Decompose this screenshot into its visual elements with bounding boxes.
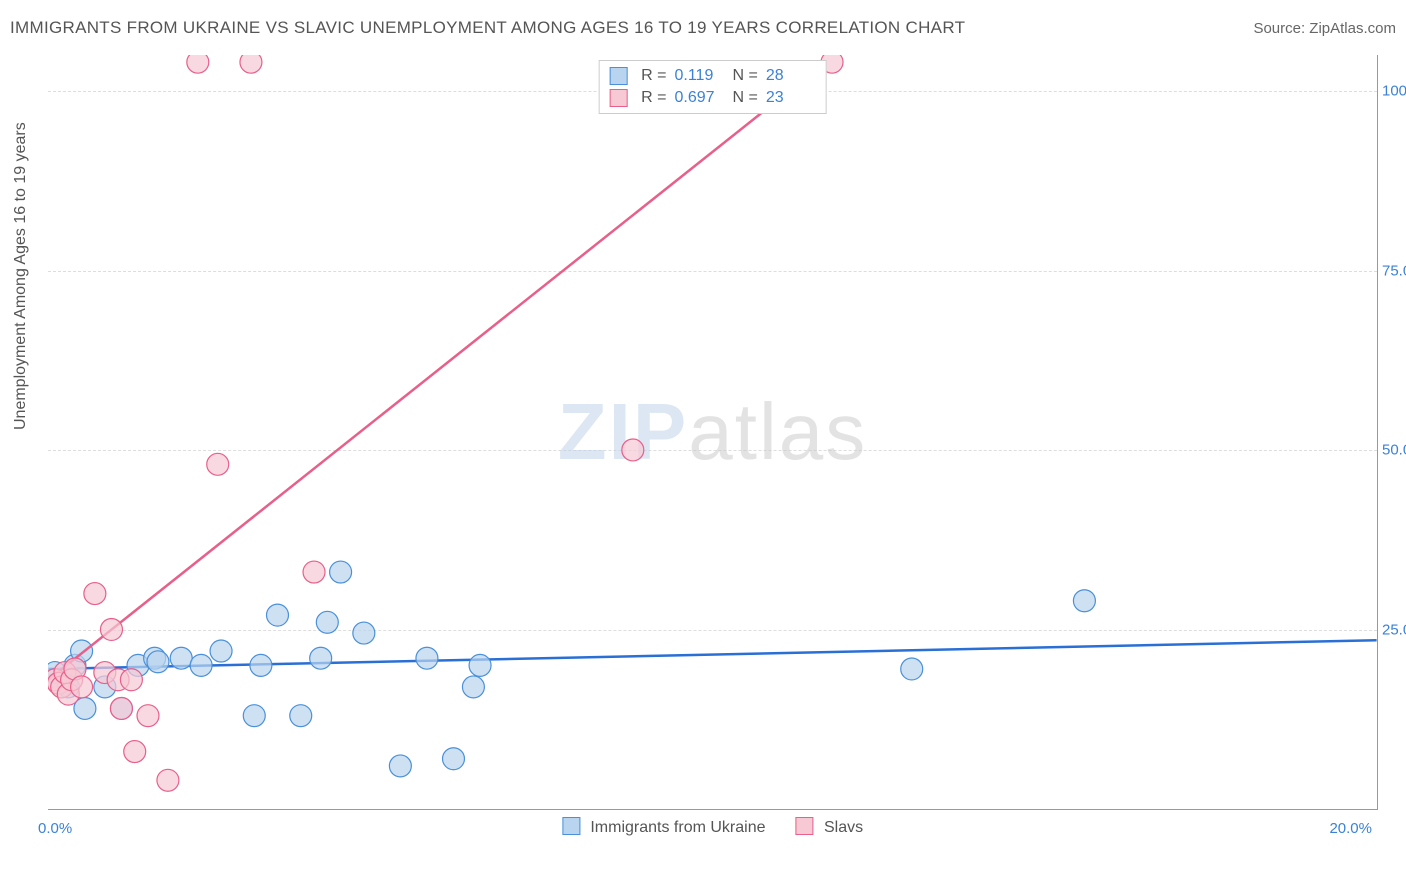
data-point — [290, 705, 312, 727]
data-point — [84, 583, 106, 605]
data-point — [190, 654, 212, 676]
data-point — [443, 748, 465, 770]
data-point — [170, 647, 192, 669]
y-tick-label: 75.0% — [1382, 262, 1406, 279]
data-point — [416, 647, 438, 669]
n-value: 23 — [766, 89, 816, 107]
data-point — [187, 55, 209, 73]
data-point — [267, 604, 289, 626]
y-axis-label: Unemployment Among Ages 16 to 19 years — [12, 122, 30, 430]
y-tick-label: 100.0% — [1382, 82, 1406, 99]
plot-area: ZIPatlas 25.0%50.0%75.0%100.0% R =0.119N… — [48, 55, 1378, 810]
x-tick-max: 20.0% — [1329, 820, 1372, 837]
n-label: N = — [733, 89, 758, 107]
x-tick-min: 0.0% — [38, 820, 72, 837]
data-point — [124, 741, 146, 763]
y-tick-label: 25.0% — [1382, 622, 1406, 639]
data-point — [462, 676, 484, 698]
data-point — [353, 622, 375, 644]
data-point — [1073, 590, 1095, 612]
n-label: N = — [733, 67, 758, 85]
data-point — [71, 676, 93, 698]
data-point — [901, 658, 923, 680]
legend-label-ukraine: Immigrants from Ukraine — [590, 819, 765, 836]
title-bar: IMMIGRANTS FROM UKRAINE VS SLAVIC UNEMPL… — [10, 18, 1396, 38]
stat-swatch — [609, 89, 627, 107]
r-label: R = — [641, 67, 666, 85]
regression-line — [48, 640, 1376, 669]
stat-swatch — [609, 67, 627, 85]
r-value: 0.697 — [675, 89, 725, 107]
data-point — [389, 755, 411, 777]
stat-row: R = 0.119 N = 28 — [609, 65, 816, 87]
source-label: Source: ZipAtlas.com — [1253, 20, 1396, 37]
legend-item-ukraine: Immigrants from Ukraine — [562, 817, 766, 837]
data-point — [469, 654, 491, 676]
data-point — [310, 647, 332, 669]
data-point — [316, 611, 338, 633]
y-tick-label: 50.0% — [1382, 442, 1406, 459]
r-value: 0.119 — [675, 67, 725, 85]
bottom-legend: Immigrants from Ukraine Slavs — [562, 817, 863, 837]
data-point — [303, 561, 325, 583]
scatter-plot — [48, 55, 1377, 809]
data-point — [330, 561, 352, 583]
n-value: 28 — [766, 67, 816, 85]
data-point — [240, 55, 262, 73]
chart-title: IMMIGRANTS FROM UKRAINE VS SLAVIC UNEMPL… — [10, 18, 965, 38]
correlation-stat-box: R = 0.119 N = 28 R = 0.697 N = 23 — [598, 60, 827, 114]
data-point — [137, 705, 159, 727]
legend-swatch-slavs — [796, 817, 814, 835]
data-point — [207, 453, 229, 475]
regression-line — [48, 62, 825, 680]
data-point — [100, 618, 122, 640]
legend-label-slavs: Slavs — [824, 819, 863, 836]
legend-swatch-ukraine — [562, 817, 580, 835]
data-point — [622, 439, 644, 461]
data-point — [157, 769, 179, 791]
data-point — [243, 705, 265, 727]
stat-row: R = 0.697 N = 23 — [609, 87, 816, 109]
data-point — [210, 640, 232, 662]
data-point — [120, 669, 142, 691]
data-point — [147, 651, 169, 673]
legend-item-slavs: Slavs — [796, 817, 864, 837]
r-label: R = — [641, 89, 666, 107]
data-point — [110, 697, 132, 719]
data-point — [250, 654, 272, 676]
